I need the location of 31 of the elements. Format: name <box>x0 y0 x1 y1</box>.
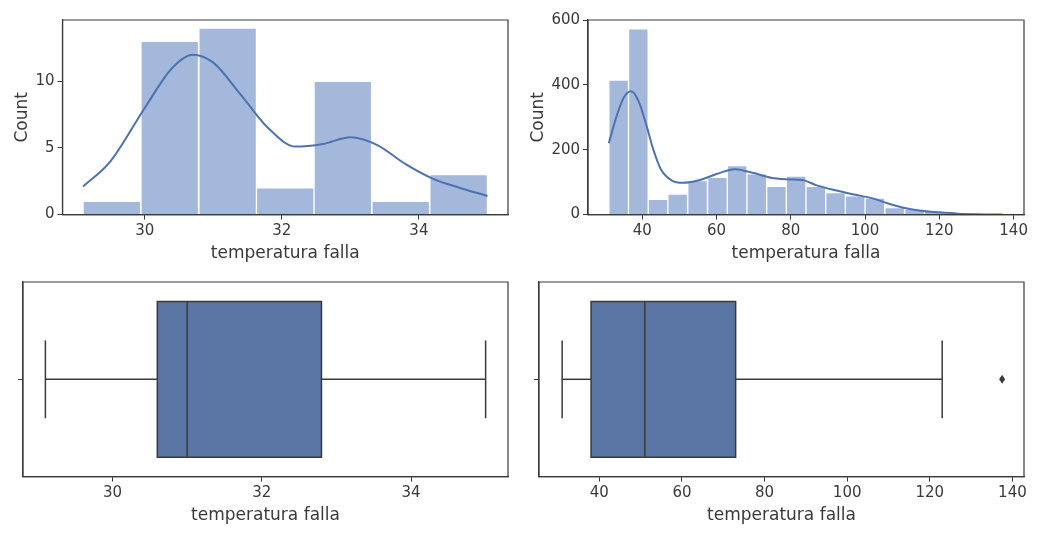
x-tick-label: 30 <box>102 483 123 502</box>
y-axis-title: Count <box>10 91 31 143</box>
x-tick-label: 100 <box>832 483 862 502</box>
x-axis-title: temperatura falla <box>191 504 340 525</box>
x-axis-title: temperatura falla <box>707 504 856 525</box>
x-axis-title: temperatura falla <box>731 242 881 263</box>
x-tick-label: 60 <box>672 483 692 502</box>
x-tick-label: 80 <box>755 483 775 502</box>
x-tick-label: 40 <box>632 221 652 240</box>
x-tick-label: 32 <box>252 483 272 502</box>
x-tick-label: 140 <box>999 221 1028 240</box>
x-tick-label: 80 <box>781 221 801 240</box>
x-tick-label: 60 <box>706 221 727 240</box>
x-axis-title: temperatura falla <box>210 242 360 263</box>
y-tick-label: 600 <box>551 9 581 28</box>
y-tick-label: 5 <box>44 137 55 156</box>
x-tick-label: 32 <box>272 221 292 240</box>
y-tick-label: 400 <box>551 74 581 93</box>
x-tick-label: 34 <box>401 483 421 502</box>
x-tick-label: 140 <box>998 483 1027 502</box>
x-tick-label: 34 <box>409 221 429 240</box>
x-tick-label: 100 <box>850 221 880 240</box>
y-axis-title: Count <box>526 91 547 143</box>
y-tick-label: 10 <box>35 71 55 90</box>
x-tick-label: 120 <box>925 221 954 240</box>
y-tick-label: 0 <box>44 204 55 223</box>
y-tick-label: 200 <box>551 139 581 158</box>
x-tick-label: 120 <box>915 483 945 502</box>
x-tick-label: 30 <box>135 221 155 240</box>
x-tick-label: 40 <box>589 483 609 502</box>
y-tick-label: 0 <box>570 204 581 223</box>
